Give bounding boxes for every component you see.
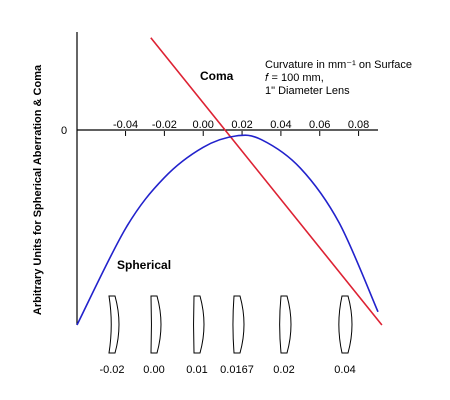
lens-curvature-label: 0.02 xyxy=(273,364,294,376)
annotation-line-3: 1" Diameter Lens xyxy=(265,85,350,97)
x-tick-label: 0.00 xyxy=(193,119,214,131)
x-tick-label: 0.04 xyxy=(270,119,291,131)
lens-shape xyxy=(279,295,292,354)
lens-shapes: -0.02 0.00 0.01 0.0167 0.02 0.04 xyxy=(99,295,356,376)
lens-shape xyxy=(232,295,245,354)
x-tick-label: 0.02 xyxy=(231,119,252,131)
lens-shape xyxy=(338,295,353,354)
x-tick-label: -0.02 xyxy=(152,119,177,131)
spherical-series-label: Spherical xyxy=(117,258,171,272)
lens-curvature-label: 0.01 xyxy=(186,364,207,376)
series-labels: Coma Spherical xyxy=(117,69,234,272)
annotation: Curvature in mm⁻¹ on Surface 𝑓 = 100 mm,… xyxy=(265,59,412,97)
y-axis-label: Arbitrary Units for Spherical Aberration… xyxy=(32,64,44,315)
spherical-curve xyxy=(76,134,379,326)
series-group xyxy=(76,37,383,326)
x-tick-label: -0.04 xyxy=(113,119,138,131)
lens-curvature-label: 0.00 xyxy=(143,364,164,376)
annotation-line-2: 𝑓 = 100 mm, xyxy=(265,72,324,84)
lens-curvature-label: 0.0167 xyxy=(220,364,254,376)
lens-shape xyxy=(150,295,162,354)
lens-curvature-label: -0.02 xyxy=(99,364,124,376)
x-tick-label: 0.08 xyxy=(348,119,369,131)
y-zero-label: 0 xyxy=(61,125,67,137)
coma-line xyxy=(150,37,383,326)
lens-curvature-label: 0.04 xyxy=(334,364,355,376)
x-ticks: -0.04 -0.02 0.00 0.02 0.04 0.06 0.08 xyxy=(113,119,369,136)
axes: 0 Arbitrary Units for Spherical Aberrati… xyxy=(32,32,378,325)
lens-shape xyxy=(108,295,120,354)
annotation-line-1: Curvature in mm⁻¹ on Surface xyxy=(265,59,412,71)
coma-series-label: Coma xyxy=(200,69,234,83)
lens-shape xyxy=(193,295,205,354)
x-tick-label: 0.06 xyxy=(309,119,330,131)
